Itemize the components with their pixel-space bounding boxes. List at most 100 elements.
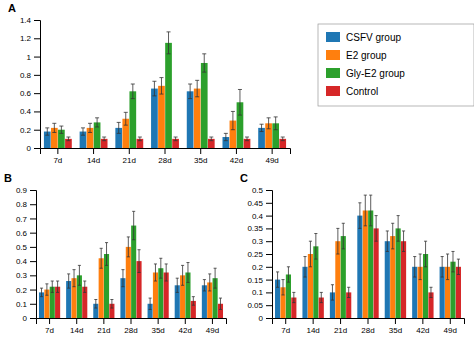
error-bar: [369, 195, 372, 226]
y-tick: 0.7: [16, 215, 36, 224]
tick-mark: [236, 148, 237, 154]
error-bar: [274, 117, 278, 130]
error-bar: [419, 254, 422, 280]
error-bar: [56, 281, 59, 292]
tick-mark: [129, 148, 130, 154]
error-bar: [94, 300, 97, 309]
error-bar: [281, 137, 285, 141]
bar: [363, 210, 368, 318]
y-tick: 0: [27, 144, 40, 153]
bar-series: [286, 195, 456, 318]
tick-mark: [34, 75, 40, 76]
tick-mark: [158, 318, 159, 324]
legend-label: CSFV group: [346, 32, 401, 43]
tick-label: 42d: [416, 326, 429, 335]
tick-label: 0.45: [247, 199, 263, 208]
bar-series: [275, 203, 445, 318]
x-tick: 28d: [361, 318, 374, 335]
x-axis: 7d14d21d28d35d42d49d: [273, 318, 465, 335]
tick-label: 49d: [444, 326, 457, 335]
error-bar: [342, 223, 345, 249]
bar-series: [39, 270, 207, 318]
tick-label: 28d: [158, 156, 171, 165]
x-tick: 42d: [416, 318, 429, 335]
bar: [374, 228, 379, 318]
y-tick: 0.1: [252, 288, 272, 297]
tick-mark: [30, 204, 36, 205]
error-bar: [391, 223, 394, 249]
tick-label: 7d: [281, 326, 290, 335]
error-bar: [386, 231, 389, 251]
error-bar: [45, 284, 48, 295]
error-bar: [110, 300, 113, 309]
error-bar: [73, 270, 76, 287]
tick-mark: [34, 148, 40, 149]
axis-line: [266, 191, 273, 319]
error-bar: [214, 268, 217, 288]
error-bar: [413, 257, 416, 277]
tick-label: 14d: [306, 326, 319, 335]
tick-label: 0.8: [20, 71, 32, 80]
x-tick: 14d: [70, 318, 83, 335]
error-bar: [331, 285, 334, 300]
tick-mark: [34, 130, 40, 131]
tick-label: 49d: [206, 326, 219, 335]
tick-label: 7d: [53, 156, 62, 165]
panel: 00.20.40.60.811.21.47d14d21d28d35d42d49d…: [8, 2, 291, 165]
bar-series: [44, 81, 265, 148]
tick-label: 0.35: [247, 224, 263, 233]
tick-label: 0.5: [16, 243, 28, 252]
error-bar: [186, 263, 189, 283]
tick-label: 0.7: [16, 215, 28, 224]
tick-mark: [185, 318, 186, 324]
bar: [385, 241, 390, 318]
tick-mark: [266, 228, 272, 229]
y-tick: 1.4: [20, 16, 40, 25]
error-bar: [88, 123, 92, 132]
error-bar: [457, 259, 460, 274]
tick-label: 42d: [230, 156, 243, 165]
tick-label: 0.5: [252, 186, 264, 195]
tick-label: 0.4: [252, 212, 264, 221]
error-bar: [238, 89, 242, 115]
error-bar: [260, 124, 264, 131]
tick-label: 0.2: [252, 263, 264, 272]
tick-label: 0: [259, 314, 264, 323]
error-bar: [95, 118, 99, 127]
error-bar: [138, 137, 142, 141]
error-bar: [208, 274, 211, 291]
x-tick: 14d: [306, 318, 319, 335]
error-bar: [231, 111, 235, 129]
error-bar: [375, 216, 378, 242]
error-bar: [176, 278, 179, 292]
tick-mark: [266, 254, 272, 255]
error-bar: [52, 123, 56, 132]
panel: 00.050.10.150.20.250.30.350.40.450.57d14…: [240, 172, 465, 335]
tick-mark: [266, 305, 272, 306]
tick-mark: [266, 203, 272, 204]
tick-label: 7d: [45, 326, 54, 335]
error-bar: [51, 281, 54, 292]
y-tick: 0.4: [252, 212, 272, 221]
error-bar: [209, 137, 213, 141]
axis-line: [30, 191, 37, 319]
error-bar: [303, 257, 306, 277]
tick-label: 0.4: [16, 257, 28, 266]
y-tick: 0: [259, 314, 272, 323]
error-bar: [83, 281, 86, 292]
legend-label: E2 group: [346, 50, 387, 61]
tick-mark: [266, 280, 272, 281]
tick-mark: [30, 190, 36, 191]
tick-label: 35d: [151, 326, 164, 335]
error-bar: [267, 118, 271, 129]
tick-label: 28d: [124, 326, 137, 335]
error-bar: [131, 84, 135, 99]
y-tick: 0.35: [247, 224, 272, 233]
tick-mark: [30, 275, 36, 276]
x-tick: 14d: [87, 148, 100, 165]
legend-swatch: [326, 86, 340, 96]
panel-label: A: [8, 2, 16, 14]
tick-mark: [266, 216, 272, 217]
plot-area: [44, 32, 286, 148]
y-axis: 00.050.10.150.20.250.30.350.40.450.5: [247, 186, 272, 323]
